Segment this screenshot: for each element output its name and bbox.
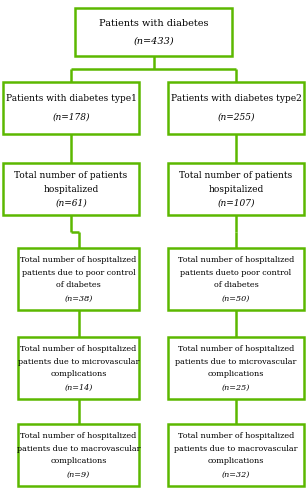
Text: Patients with diabetes type2: Patients with diabetes type2 bbox=[171, 94, 301, 103]
Bar bbox=[18, 248, 139, 310]
Bar bbox=[75, 8, 232, 56]
Text: Total number of hospitalized: Total number of hospitalized bbox=[20, 256, 137, 264]
Text: of diabetes: of diabetes bbox=[56, 282, 101, 290]
Text: Total number of hospitalized: Total number of hospitalized bbox=[178, 344, 294, 352]
Text: Total number of hospitalized: Total number of hospitalized bbox=[178, 256, 294, 264]
Text: complications: complications bbox=[208, 458, 264, 466]
Bar bbox=[168, 82, 304, 134]
Text: hospitalized: hospitalized bbox=[43, 184, 99, 194]
Text: (n=433): (n=433) bbox=[133, 36, 174, 45]
Text: (n=14): (n=14) bbox=[64, 384, 93, 392]
Text: (n=50): (n=50) bbox=[222, 294, 250, 302]
Text: (n=9): (n=9) bbox=[67, 470, 90, 478]
Bar bbox=[3, 82, 139, 134]
Text: (n=38): (n=38) bbox=[64, 294, 93, 302]
Text: complications: complications bbox=[50, 458, 107, 466]
Bar bbox=[18, 424, 139, 486]
Bar bbox=[168, 163, 304, 215]
Bar bbox=[3, 163, 139, 215]
Text: patients dueto poor control: patients dueto poor control bbox=[181, 268, 292, 276]
Text: Patients with diabetes: Patients with diabetes bbox=[99, 19, 208, 28]
Text: (n=61): (n=61) bbox=[55, 198, 87, 207]
Text: patients due to poor control: patients due to poor control bbox=[22, 268, 135, 276]
Text: (n=255): (n=255) bbox=[217, 113, 255, 122]
Text: patients due to microvascular: patients due to microvascular bbox=[18, 358, 139, 366]
Text: Total number of hospitalized: Total number of hospitalized bbox=[178, 432, 294, 440]
Bar bbox=[18, 337, 139, 399]
Text: complications: complications bbox=[208, 370, 264, 378]
Bar bbox=[168, 248, 304, 310]
Text: Total number of patients: Total number of patients bbox=[14, 171, 128, 180]
Text: hospitalized: hospitalized bbox=[208, 184, 264, 194]
Text: Total number of hospitalized: Total number of hospitalized bbox=[20, 344, 137, 352]
Text: (n=32): (n=32) bbox=[222, 470, 250, 478]
Text: (n=178): (n=178) bbox=[52, 113, 90, 122]
Text: (n=107): (n=107) bbox=[217, 198, 255, 207]
Text: (n=25): (n=25) bbox=[222, 384, 250, 392]
Bar bbox=[168, 337, 304, 399]
Text: Total number of hospitalized: Total number of hospitalized bbox=[20, 432, 137, 440]
Text: patients due to macrovascular: patients due to macrovascular bbox=[174, 444, 298, 452]
Text: patients due to microvascular: patients due to microvascular bbox=[175, 358, 297, 366]
Text: patients due to macrovascular: patients due to macrovascular bbox=[17, 444, 140, 452]
Bar bbox=[168, 424, 304, 486]
Text: Total number of patients: Total number of patients bbox=[179, 171, 293, 180]
Text: Patients with diabetes type1: Patients with diabetes type1 bbox=[6, 94, 136, 103]
Text: of diabetes: of diabetes bbox=[214, 282, 258, 290]
Text: complications: complications bbox=[50, 370, 107, 378]
